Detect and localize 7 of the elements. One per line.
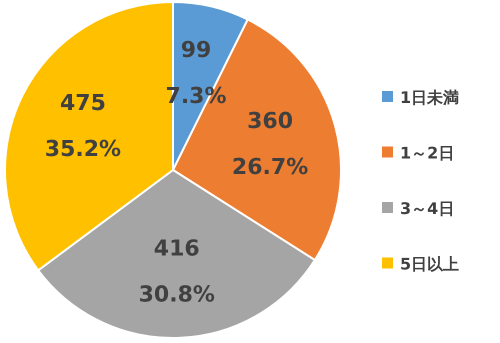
data-label: 475 35.2% — [44, 90, 122, 162]
legend-label: 1日未満 — [400, 88, 460, 107]
data-label: 416 30.8% — [138, 236, 215, 308]
data-label: 360 26.7% — [232, 108, 308, 180]
legend-label: 5日以上 — [400, 254, 460, 274]
legend-label: 1～2日 — [400, 144, 454, 162]
legend-label: 3～4日 — [400, 199, 454, 218]
